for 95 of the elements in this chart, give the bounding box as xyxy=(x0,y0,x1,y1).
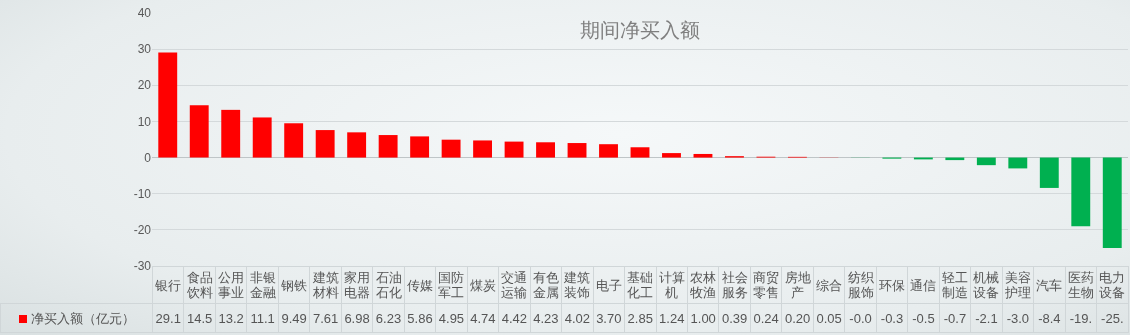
chart-title: 期间净买入额 xyxy=(580,19,700,41)
y-tick-label: -20 xyxy=(133,223,152,238)
bar xyxy=(1008,157,1028,169)
data-label: -0.5 xyxy=(907,303,940,333)
x-tick-label: 建筑材料 xyxy=(309,266,342,304)
bar xyxy=(504,141,524,158)
bar xyxy=(441,139,461,158)
data-label: 0.24 xyxy=(750,303,782,333)
y-tick-label: 20 xyxy=(137,78,152,93)
x-tick-label: 食品饮料 xyxy=(183,266,216,304)
data-label: 4.74 xyxy=(467,303,499,333)
data-label: 4.23 xyxy=(530,303,562,333)
bar xyxy=(1039,157,1059,188)
x-tick-label: 银行 xyxy=(152,266,184,304)
bar xyxy=(536,142,555,158)
bar xyxy=(378,135,398,158)
x-tick-label: 农林牧渔 xyxy=(687,266,719,304)
x-tick-label: 计算机 xyxy=(656,266,688,304)
y-tick-label: -30 xyxy=(133,259,152,274)
bar xyxy=(221,109,241,158)
x-tick-label: 有色金属 xyxy=(530,266,562,304)
data-label: -0.7 xyxy=(939,303,971,333)
x-tick-label: 石油石化 xyxy=(372,266,405,304)
x-tick-label: 建筑装饰 xyxy=(561,266,594,304)
x-tick-label: 房地产 xyxy=(781,266,814,304)
x-tick-label: 环保 xyxy=(876,266,908,304)
bar xyxy=(662,153,681,158)
y-tick-label: 0 xyxy=(144,150,152,165)
data-label: 0.05 xyxy=(813,303,845,333)
x-tick-label: 医药生物 xyxy=(1065,266,1097,304)
data-label: 6.23 xyxy=(372,303,405,333)
x-tick-label: 汽车 xyxy=(1033,266,1066,304)
bar xyxy=(630,147,650,158)
data-label: 0.20 xyxy=(781,303,814,333)
data-label: -8.4 xyxy=(1033,303,1066,333)
data-label: 5.86 xyxy=(404,303,436,333)
x-tick-label: 纺织服饰 xyxy=(844,266,877,304)
x-tick-label: 基础化工 xyxy=(624,266,656,304)
data-label: 9.49 xyxy=(278,303,310,333)
bar xyxy=(693,153,713,158)
data-label: -0.3 xyxy=(876,303,908,333)
data-label: 1.24 xyxy=(656,303,688,333)
data-label: 4.42 xyxy=(498,303,531,333)
data-label: 4.95 xyxy=(435,303,468,333)
bar xyxy=(252,117,272,158)
x-tick-label: 非银金融 xyxy=(246,266,279,304)
x-tick-label: 电子 xyxy=(593,266,625,304)
data-label: 6.98 xyxy=(341,303,373,333)
data-label: 13.2 xyxy=(215,303,247,333)
data-label: 7.61 xyxy=(309,303,342,333)
bar xyxy=(473,140,493,158)
bar xyxy=(976,157,996,166)
bar xyxy=(599,144,618,158)
data-label: 3.70 xyxy=(593,303,625,333)
x-tick-label: 国防军工 xyxy=(435,266,468,304)
bar xyxy=(1071,157,1091,227)
data-label: 0.39 xyxy=(718,303,751,333)
x-tick-label: 传媒 xyxy=(404,266,436,304)
data-label: 1.00 xyxy=(687,303,719,333)
data-label: 11.1 xyxy=(246,303,279,333)
x-tick-label: 交通运输 xyxy=(498,266,531,304)
data-label: -19. xyxy=(1065,303,1097,333)
bar xyxy=(189,105,209,158)
bar xyxy=(284,123,304,158)
bar xyxy=(158,52,178,158)
x-tick-label: 商贸零售 xyxy=(750,266,782,304)
x-tick-label: 电力设备 xyxy=(1096,266,1129,304)
data-label: 4.02 xyxy=(561,303,594,333)
x-tick-label: 公用事业 xyxy=(215,266,247,304)
data-label: -0.0 xyxy=(844,303,877,333)
data-label: -25. xyxy=(1096,303,1129,333)
x-tick-label: 轻工制造 xyxy=(939,266,971,304)
x-tick-label: 家用电器 xyxy=(341,266,373,304)
data-label: -3.0 xyxy=(1002,303,1034,333)
x-tick-label: 美容护理 xyxy=(1002,266,1034,304)
x-tick-label: 钢铁 xyxy=(278,266,310,304)
bar xyxy=(347,132,367,158)
x-tick-label: 煤炭 xyxy=(467,266,499,304)
y-tick-label: 40 xyxy=(137,6,152,21)
y-tick-label: 30 xyxy=(137,42,152,57)
data-label: 2.85 xyxy=(624,303,656,333)
x-tick-label: 通信 xyxy=(907,266,940,304)
legend-label: 净买入额（亿元） xyxy=(0,303,153,333)
data-label: 29.1 xyxy=(152,303,184,333)
bar xyxy=(315,130,335,158)
data-label: 14.5 xyxy=(183,303,216,333)
bar xyxy=(1102,157,1122,248)
y-tick-label: -10 xyxy=(133,186,152,201)
y-tick-label: 10 xyxy=(137,114,152,129)
data-label: -2.1 xyxy=(970,303,1003,333)
x-tick-label: 社会服务 xyxy=(718,266,751,304)
bar xyxy=(567,143,587,158)
x-tick-label: 综合 xyxy=(813,266,845,304)
x-tick-label: 机械设备 xyxy=(970,266,1003,304)
bar xyxy=(410,136,430,158)
